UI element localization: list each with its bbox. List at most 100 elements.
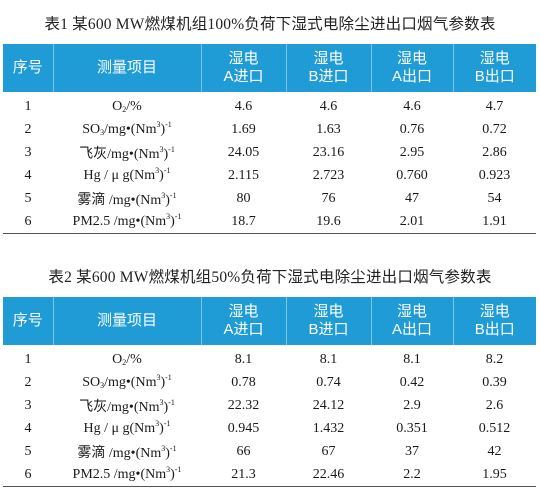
value-b-inlet: 2.723: [312, 167, 345, 183]
header-item: 测量项目: [53, 44, 202, 92]
measurement-item: O2/%: [53, 345, 201, 371]
item-text: ): [170, 466, 175, 482]
item-subscript: 2: [122, 104, 127, 114]
item-superscript: -1: [174, 211, 182, 221]
value-a-outlet: 4.6: [403, 98, 421, 114]
value-b-inlet: 1.432: [312, 420, 345, 436]
header-line: 湿电: [313, 303, 344, 320]
measurement-item: Hg / μ g(Nm3)-1: [53, 164, 201, 187]
item-text: Hg / μ g(Nm: [83, 167, 156, 183]
value-b-inlet: 76: [321, 190, 336, 206]
header-a-outlet: 湿电 A出口: [371, 44, 454, 92]
item-subscript: 3: [100, 380, 105, 390]
table-row: 3 飞灰/mg•(Nm3)-1 24.05 23.16 2.95 2.86: [3, 141, 536, 164]
table-row: 2 SO3/mg•(Nm3)-1 0.78 0.74 0.42 0.39: [3, 371, 536, 394]
item-superscript: 3: [161, 190, 166, 200]
item-text: SO: [82, 374, 101, 390]
item-text: Hg / μ g(Nm: [83, 420, 156, 436]
row-number: 4: [24, 167, 32, 183]
item-superscript: -1: [168, 397, 175, 407]
header-b-outlet: 湿电 B出口: [453, 297, 536, 345]
item-superscript: 3: [161, 443, 166, 453]
item-superscript: -1: [163, 165, 171, 175]
header-a-inlet: 湿电 A进口: [201, 44, 287, 92]
item-superscript: -1: [169, 190, 177, 200]
row-number: 3: [24, 144, 32, 160]
header-line: B出口: [474, 68, 515, 85]
value-a-inlet: 80: [236, 190, 251, 206]
header-line: A出口: [391, 321, 432, 338]
measurement-item: SO3/mg•(Nm3)-1: [53, 118, 201, 141]
value-b-inlet: 8.1: [319, 351, 338, 367]
item-subscript: 2: [122, 357, 127, 367]
value-b-outlet: 0.512: [478, 420, 511, 436]
table-row: 6 PM2.5 /mg•(Nm3)-1 21.3 22.46 2.2 1.95: [3, 463, 536, 487]
table-row: 5 雾滴 /mg•(Nm3)-1 80 76 47 54: [3, 187, 536, 210]
item-text: O: [112, 98, 123, 114]
value-a-outlet: 0.76: [399, 121, 425, 137]
value-a-outlet: 2.01: [399, 213, 425, 229]
item-superscript: -1: [168, 144, 175, 154]
item-text: /mg•(Nm: [104, 374, 157, 390]
row-number: 2: [24, 121, 32, 137]
item-text: ): [160, 374, 166, 390]
header-b-inlet: 湿电 B进口: [286, 297, 372, 345]
item-superscript: 3: [156, 372, 161, 382]
item-superscript: 3: [159, 144, 164, 154]
measurement-item: 雾滴 /mg•(Nm3)-1: [53, 187, 201, 210]
header-seq: 序号: [3, 297, 54, 345]
value-b-outlet: 1.91: [482, 213, 507, 229]
value-a-outlet: 0.42: [399, 374, 425, 390]
table-row: 4 Hg / μ g(Nm3)-1 0.945 1.432 0.351 0.512: [3, 417, 536, 440]
item-text: 飞灰/mg•(Nm: [79, 146, 160, 162]
value-a-outlet: 0.760: [396, 167, 428, 183]
value-a-outlet: 2.95: [399, 144, 425, 160]
value-b-inlet: 22.46: [312, 466, 345, 482]
item-text: /%: [126, 98, 142, 114]
table-row: 5 雾滴 /mg•(Nm3)-1 66 67 37 42: [3, 440, 536, 463]
header-b-outlet: 湿电 B出口: [453, 44, 536, 92]
header-b-inlet: 湿电 B进口: [286, 44, 372, 92]
measurement-item: PM2.5 /mg•(Nm3)-1: [53, 463, 201, 487]
item-superscript: -1: [165, 119, 172, 129]
table-row: 4 Hg / μ g(Nm3)-1 2.115 2.723 0.760 0.923: [3, 164, 536, 187]
header-line: A进口: [223, 68, 264, 85]
measurement-item: O2/%: [53, 92, 201, 118]
table2-caption: 表2 某600 MW燃煤机组50%负荷下湿式电除尘进出口烟气参数表: [48, 269, 492, 286]
table-row: 3 飞灰/mg•(Nm3)-1 22.32 24.12 2.9 2.6: [3, 394, 536, 417]
item-superscript: -1: [169, 443, 177, 453]
item-text: PM2.5 /mg•(Nm: [72, 466, 167, 482]
header-line: 湿电: [396, 50, 427, 67]
item-text: ): [160, 121, 166, 137]
row-number: 4: [24, 420, 32, 436]
item-superscript: -1: [165, 372, 172, 382]
value-a-inlet: 2.115: [228, 167, 259, 183]
value-b-outlet: 42: [487, 443, 502, 459]
value-b-inlet: 4.6: [319, 98, 338, 114]
header-a-inlet: 湿电 A进口: [201, 297, 287, 345]
value-a-inlet: 1.69: [231, 121, 256, 137]
table-row: 2 SO3/mg•(Nm3)-1 1.69 1.63 0.76 0.72: [3, 118, 536, 141]
header-item: 测量项目: [53, 297, 202, 345]
value-b-outlet: 54: [487, 190, 502, 206]
value-a-outlet: 37: [405, 443, 419, 459]
value-b-outlet: 2.6: [485, 397, 504, 413]
table-row: 1 O2/% 4.6 4.6 4.6 4.7: [3, 92, 536, 118]
value-b-inlet: 19.6: [316, 213, 341, 229]
header-line: B进口: [308, 321, 349, 338]
value-a-outlet: 47: [405, 190, 419, 206]
table-row: 1 O2/% 8.1 8.1 8.1 8.2: [3, 345, 536, 371]
header-a-outlet: 湿电 A出口: [371, 297, 454, 345]
table1-header-row: 序号 测量项目 湿电 A进口 湿电 B进口 湿电 A出口 湿电 B出口: [3, 44, 536, 92]
value-b-inlet: 67: [321, 443, 336, 459]
value-b-inlet: 1.63: [316, 121, 341, 137]
value-b-outlet: 0.72: [482, 121, 507, 137]
row-number: 6: [24, 466, 32, 482]
row-number: 6: [24, 213, 32, 229]
value-b-inlet: 0.74: [316, 374, 341, 390]
value-a-inlet: 24.05: [227, 144, 260, 160]
value-a-inlet: 4.6: [234, 98, 253, 114]
item-subscript: 3: [100, 127, 105, 137]
value-a-outlet: 8.1: [403, 351, 421, 367]
